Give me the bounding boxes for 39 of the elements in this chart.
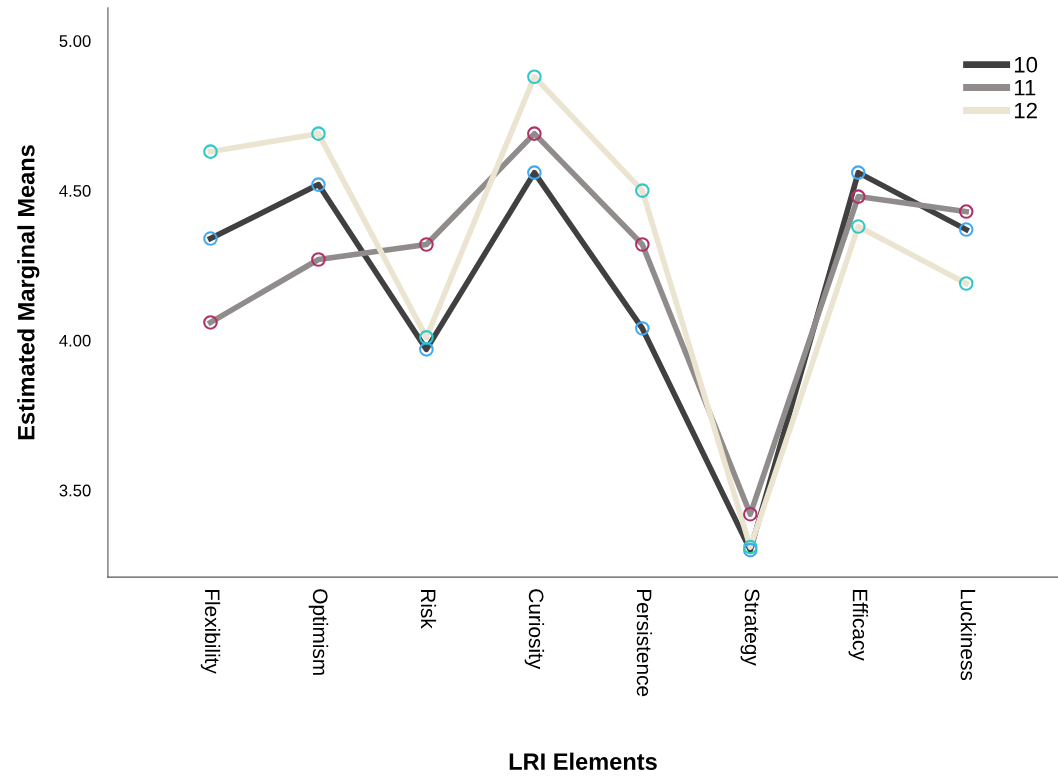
point bbox=[203, 315, 218, 330]
point bbox=[527, 126, 542, 141]
x-tick-label: Optimism bbox=[308, 589, 329, 675]
point bbox=[635, 321, 650, 336]
point bbox=[419, 342, 434, 357]
point bbox=[527, 69, 542, 85]
x-tick-label: Strategy bbox=[740, 589, 760, 666]
y-tick-label: 3.50 bbox=[59, 484, 91, 497]
point bbox=[635, 183, 650, 198]
y-tick-label: 5.00 bbox=[59, 35, 91, 47]
x-tick-label: Efficacy bbox=[848, 589, 868, 661]
point bbox=[527, 165, 542, 180]
legend-label: 11 bbox=[1014, 80, 1036, 96]
y-tick-label: 4.00 bbox=[59, 334, 91, 347]
x-tick-label: Risk bbox=[420, 589, 437, 629]
legend-label: 12 bbox=[1014, 102, 1037, 119]
point bbox=[635, 237, 650, 252]
point bbox=[958, 204, 974, 219]
point bbox=[419, 237, 434, 252]
point bbox=[850, 165, 866, 180]
point bbox=[311, 177, 326, 192]
y-tick-label: 4.50 bbox=[59, 185, 91, 197]
point bbox=[203, 231, 218, 246]
y-axis-title: Estimated Marginal Means bbox=[17, 145, 40, 440]
x-tick-label: Curiosity bbox=[524, 589, 545, 670]
point bbox=[958, 222, 974, 237]
point bbox=[203, 144, 218, 159]
x-tick-label: Luckiness bbox=[960, 589, 976, 681]
point bbox=[850, 219, 866, 234]
point bbox=[419, 330, 434, 345]
legend-label: 10 bbox=[1014, 56, 1038, 73]
x-axis-title: LRI Elements bbox=[509, 752, 657, 770]
point bbox=[958, 276, 974, 291]
point bbox=[311, 252, 326, 267]
point bbox=[311, 126, 326, 141]
x-tick-label: Persistence bbox=[636, 589, 653, 697]
point bbox=[743, 506, 758, 522]
x-tick-label: Flexibility bbox=[200, 589, 221, 674]
point bbox=[850, 189, 866, 204]
